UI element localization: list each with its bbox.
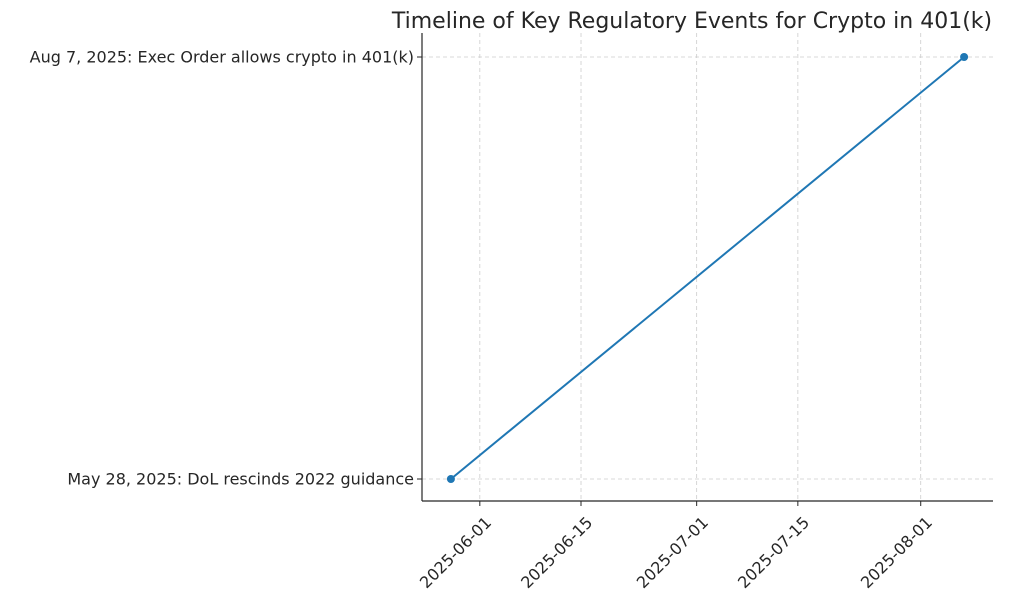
grid-layer <box>422 33 993 501</box>
axes-layer <box>421 33 993 502</box>
y-tick-label: May 28, 2025: DoL rescinds 2022 guidance <box>67 470 414 489</box>
x-tick-layer: 2025-06-01 2025-06-15 2025-07-01 2025-07-15… <box>416 501 936 592</box>
x-tick-label: 2025-07-15 <box>734 513 813 592</box>
y-tick-layer: May 28, 2025: DoL rescinds 2022 guidance… <box>30 48 422 489</box>
x-tick-label: 2025-06-15 <box>517 513 596 592</box>
chart-title: Timeline of Key Regulatory Events for Cr… <box>391 9 992 34</box>
x-tick-label: 2025-08-01 <box>857 513 936 592</box>
series-line <box>450 56 965 480</box>
y-tick-label: Aug 7, 2025: Exec Order allows crypto in… <box>30 48 414 67</box>
x-tick-label: 2025-06-01 <box>416 513 495 592</box>
data-point <box>446 475 455 483</box>
x-tick-label: 2025-07-01 <box>633 513 712 592</box>
data-point <box>960 53 969 61</box>
series-layer <box>446 53 969 483</box>
